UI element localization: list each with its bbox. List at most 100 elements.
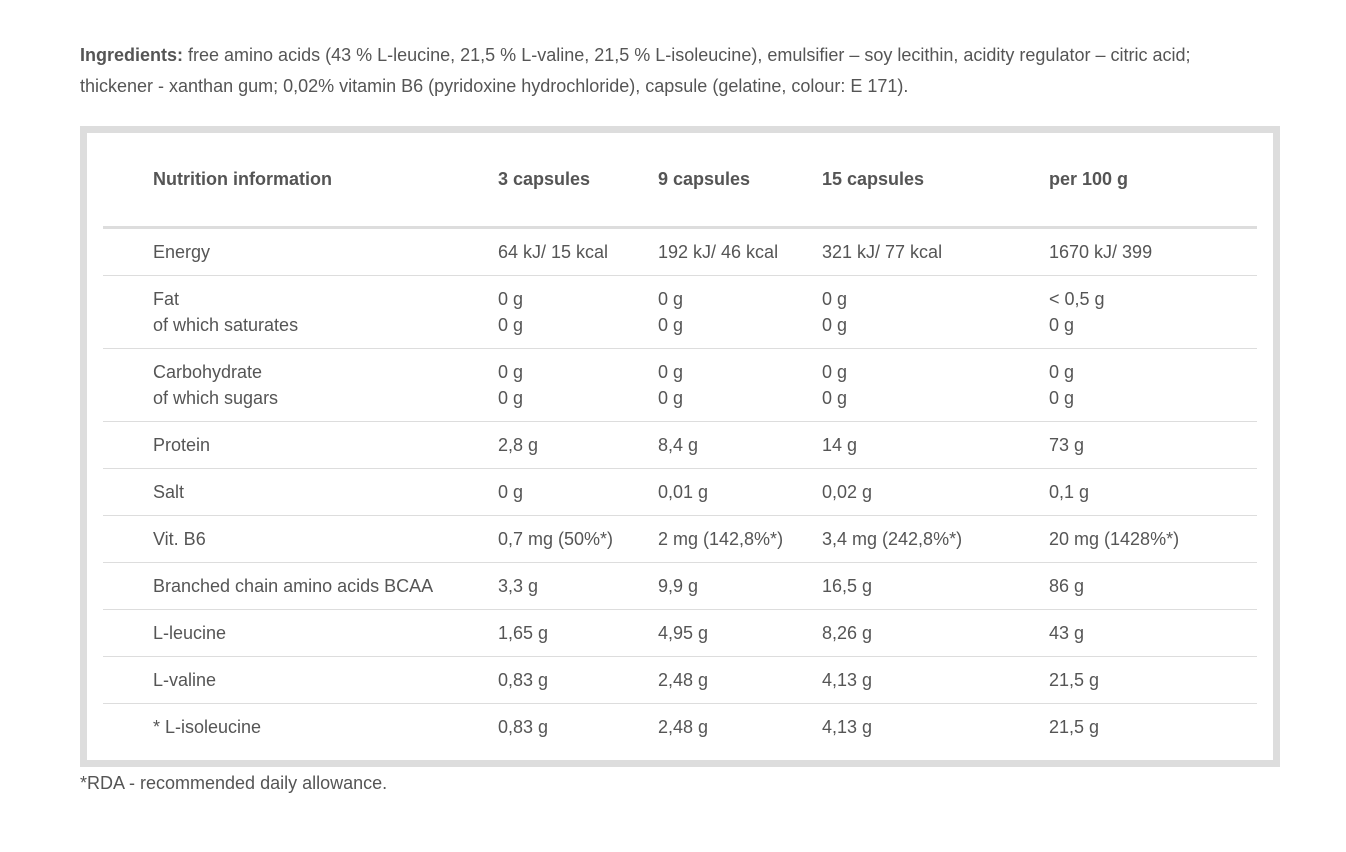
nutrient-name-cell: Carbohydrate of which sugars bbox=[153, 348, 498, 422]
value-9-capsules-cell: 4,95 g bbox=[658, 609, 822, 657]
cell-text: 0 g bbox=[822, 388, 848, 408]
header-15-capsules: 15 capsules bbox=[822, 133, 1049, 229]
cell-text: 0,01 g bbox=[658, 482, 709, 502]
nutrient-name-cell: L-leucine bbox=[153, 609, 498, 657]
value-9-capsules-cell: 0,01 g bbox=[658, 468, 822, 516]
cell-text: 21,5 g bbox=[1049, 717, 1100, 737]
cell-text: 1670 kJ/ 399 bbox=[1049, 242, 1153, 262]
header-9-capsules: 9 capsules bbox=[658, 133, 822, 229]
value-15-capsules-cell: 0,02 g bbox=[822, 468, 1049, 516]
table-row: Branched chain amino acids BCAA 3,3 g 9,9 … bbox=[103, 562, 1257, 610]
nutrient-name-cell: Energy bbox=[153, 227, 498, 276]
cell-text: 0,02 g bbox=[822, 482, 873, 502]
cell-text: 0 g bbox=[658, 388, 684, 408]
cell-text: 0 g bbox=[498, 362, 524, 382]
cell-text: 4,13 g bbox=[822, 670, 873, 690]
cell-text: 0 g bbox=[498, 388, 524, 408]
cell-text: Branched chain amino acids BCAA bbox=[153, 576, 434, 596]
table-row: Protein 2,8 g 8,4 g 14 g 73 g bbox=[103, 421, 1257, 469]
row-spacer bbox=[103, 227, 153, 276]
ingredients-text: free amino acids (43 % L-leucine, 21,5 %… bbox=[80, 45, 1191, 96]
ingredients-label: Ingredients: bbox=[80, 45, 184, 65]
row-spacer bbox=[103, 515, 153, 563]
cell-text: Salt bbox=[153, 482, 185, 502]
cell-text: L-valine bbox=[153, 670, 217, 690]
cell-text: 0 g bbox=[1049, 388, 1075, 408]
value-3-capsules-cell: 0,83 g bbox=[498, 704, 658, 751]
value-9-capsules-cell: 2 mg (142,8%*) bbox=[658, 515, 822, 563]
value-9-capsules-cell: 192 kJ/ 46 kcal bbox=[658, 227, 822, 276]
cell-text: Vit. B6 bbox=[153, 529, 206, 549]
row-spacer bbox=[103, 348, 153, 422]
cell-text: 0 g bbox=[822, 362, 848, 382]
nutrient-name-cell: Fat of which saturates bbox=[153, 275, 498, 349]
cell-text: 3,4 mg (242,8%*) bbox=[822, 529, 963, 549]
cell-text: 4,13 g bbox=[822, 717, 873, 737]
cell-text: 8,4 g bbox=[658, 435, 699, 455]
value-9-capsules-cell: 9,9 g bbox=[658, 562, 822, 610]
cell-text: of which sugars bbox=[153, 388, 279, 408]
table-body: Energy 64 kJ/ 15 kcal 192 kJ/ 46 kcal 321 k… bbox=[103, 227, 1257, 751]
cell-text: Energy bbox=[153, 242, 211, 262]
table-header-row: Nutrition information 3 capsules 9 capsu… bbox=[103, 133, 1257, 229]
table-row: L-leucine 1,65 g 4,95 g 8,26 g 43 g bbox=[103, 609, 1257, 657]
cell-text: 16,5 g bbox=[822, 576, 873, 596]
cell-text: 0,83 g bbox=[498, 670, 549, 690]
value-per-100g-cell: 86 g bbox=[1049, 562, 1257, 610]
value-3-capsules-cell: 64 kJ/ 15 kcal bbox=[498, 227, 658, 276]
header-3-capsules: 3 capsules bbox=[498, 133, 658, 229]
row-spacer bbox=[103, 562, 153, 610]
rda-footnote: *RDA - recommended daily allowance. bbox=[80, 773, 388, 793]
value-per-100g-cell: 43 g bbox=[1049, 609, 1257, 657]
value-9-capsules-cell: 8,4 g bbox=[658, 421, 822, 469]
value-3-capsules-cell: 2,8 g bbox=[498, 421, 658, 469]
cell-text: 86 g bbox=[1049, 576, 1085, 596]
cell-text: 0,83 g bbox=[498, 717, 549, 737]
value-per-100g-cell: 73 g bbox=[1049, 421, 1257, 469]
row-spacer bbox=[103, 609, 153, 657]
value-9-capsules-cell: 2,48 g bbox=[658, 704, 822, 751]
row-spacer bbox=[103, 704, 153, 751]
value-3-capsules-cell: 0 g bbox=[498, 468, 658, 516]
table-row: Salt 0 g 0,01 g 0,02 g 0,1 g bbox=[103, 468, 1257, 516]
value-3-capsules-cell: 0,83 g bbox=[498, 656, 658, 704]
cell-text: 0,1 g bbox=[1049, 482, 1090, 502]
value-15-capsules-cell: 4,13 g bbox=[822, 704, 1049, 751]
value-15-capsules-cell: 321 kJ/ 77 kcal bbox=[822, 227, 1049, 276]
cell-text: Fat bbox=[153, 289, 180, 309]
value-per-100g-cell: 0,1 g bbox=[1049, 468, 1257, 516]
row-spacer bbox=[103, 468, 153, 516]
cell-text: 321 kJ/ 77 kcal bbox=[822, 242, 943, 262]
cell-text: 0 g bbox=[822, 315, 848, 335]
cell-text: 14 g bbox=[822, 435, 858, 455]
cell-text: 192 kJ/ 46 kcal bbox=[658, 242, 779, 262]
cell-text: 64 kJ/ 15 kcal bbox=[498, 242, 609, 262]
cell-text: 3,3 g bbox=[498, 576, 539, 596]
row-spacer bbox=[103, 656, 153, 704]
value-3-capsules-cell: 1,65 g bbox=[498, 609, 658, 657]
value-3-capsules-cell: 3,3 g bbox=[498, 562, 658, 610]
table-row: * L-isoleucine 0,83 g 2,48 g 4,13 g 21,5 g bbox=[103, 704, 1257, 751]
cell-text: 9,9 g bbox=[658, 576, 699, 596]
cell-text: 0 g bbox=[658, 315, 684, 335]
cell-text: L-leucine bbox=[153, 623, 227, 643]
table-header-spacer bbox=[103, 133, 153, 229]
cell-text: 20 mg (1428%*) bbox=[1049, 529, 1180, 549]
table-row: Vit. B6 0,7 mg (50%*) 2 mg (142,8%*) 3,4 mg… bbox=[103, 515, 1257, 563]
value-15-capsules-cell: 3,4 mg (242,8%*) bbox=[822, 515, 1049, 563]
cell-text: 4,95 g bbox=[658, 623, 709, 643]
nutrient-name-cell: * L-isoleucine bbox=[153, 704, 498, 751]
value-per-100g-cell: 20 mg (1428%*) bbox=[1049, 515, 1257, 563]
cell-text: 73 g bbox=[1049, 435, 1085, 455]
nutrition-table: Nutrition information 3 capsules 9 capsu… bbox=[103, 133, 1257, 750]
cell-text: 21,5 g bbox=[1049, 670, 1100, 690]
value-per-100g-cell: 21,5 g bbox=[1049, 656, 1257, 704]
cell-text: 1,65 g bbox=[498, 623, 549, 643]
value-15-capsules-cell: 14 g bbox=[822, 421, 1049, 469]
